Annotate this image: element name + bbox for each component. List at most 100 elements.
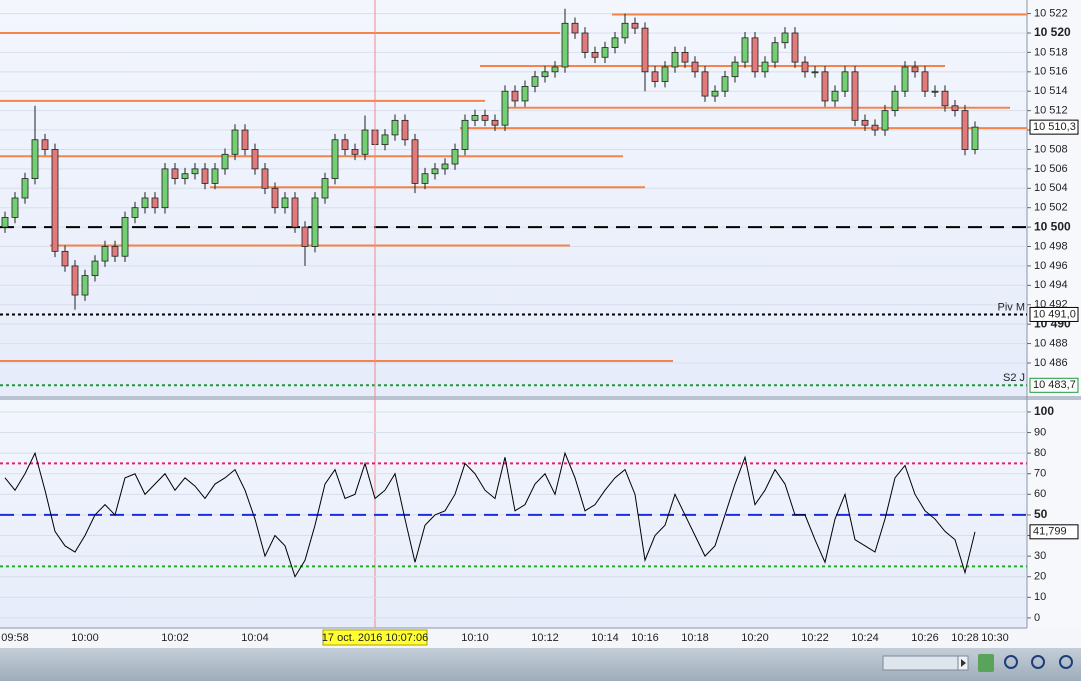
x-tick-label: 09:58 <box>1 632 29 644</box>
x-tick-label: 10:14 <box>591 632 619 644</box>
candle-body <box>911 66 919 73</box>
x-tick-label: 10:28 <box>951 632 979 644</box>
candle-body <box>621 22 629 39</box>
y-tick-label: 10 516 <box>1034 66 1068 78</box>
candle-body <box>811 71 819 74</box>
y-tick-label: 10 514 <box>1034 85 1068 97</box>
candle-body <box>821 71 829 102</box>
candle-body <box>871 124 879 131</box>
candle-body <box>701 71 709 97</box>
candle-body <box>581 32 589 53</box>
tool-icon[interactable] <box>978 654 994 672</box>
candle-body <box>761 61 769 73</box>
x-tick-label: 10:02 <box>161 632 189 644</box>
scrollbar[interactable] <box>882 655 959 671</box>
candle-body <box>151 197 159 209</box>
zoom-in[interactable] <box>1059 655 1073 669</box>
x-tick-label: 10:18 <box>681 632 709 644</box>
candle-body <box>481 115 489 121</box>
y-tick-label: 10 512 <box>1034 105 1068 117</box>
candle-body <box>851 71 859 121</box>
y-tick-label: 70 <box>1034 468 1046 480</box>
candle-body <box>881 110 889 131</box>
x-tick-label: 10:10 <box>461 632 489 644</box>
candle-body <box>361 129 369 155</box>
candle-body <box>771 42 779 63</box>
candle-body <box>901 66 909 92</box>
candle-body <box>861 119 869 126</box>
candle-body <box>571 22 579 34</box>
price-tag-label: 41,799 <box>1033 526 1067 538</box>
candle-body <box>691 61 699 73</box>
candle-body <box>161 168 169 209</box>
candle-body <box>461 119 469 150</box>
candle-body <box>1 216 9 228</box>
candle-body <box>441 163 449 170</box>
candle-body <box>421 173 429 184</box>
candle-body <box>231 129 239 155</box>
candle-body <box>671 52 679 68</box>
candle-body <box>531 76 539 87</box>
candle-body <box>401 119 409 141</box>
candle-body <box>281 197 289 209</box>
candle-body <box>501 90 509 126</box>
candle-body <box>541 71 549 78</box>
price-tag-label: 10 510,3 <box>1033 121 1076 133</box>
candle-body <box>431 168 439 175</box>
pivot-label: S2 J <box>1003 372 1025 384</box>
oscillator-line <box>4 451 976 578</box>
candle-body <box>11 197 19 218</box>
candle-body <box>781 32 789 44</box>
candle-body <box>971 126 979 150</box>
candle-body <box>721 76 729 92</box>
candle-body <box>311 197 319 247</box>
y-tick-label: 10 502 <box>1034 202 1068 214</box>
candle-body <box>271 187 279 209</box>
time-axis <box>0 628 1081 648</box>
price-tag-label: 10 483,7 <box>1033 379 1076 391</box>
candle-body <box>651 71 659 82</box>
y-tick-label: 10 486 <box>1034 357 1068 369</box>
candle-body <box>891 90 899 112</box>
y-tick-label: 10 <box>1034 591 1046 603</box>
candle-body <box>121 216 129 257</box>
y-tick-label: 20 <box>1034 571 1046 583</box>
candle-body <box>561 22 569 68</box>
candle-body <box>181 173 189 179</box>
candle-body <box>601 47 609 58</box>
candle-body <box>791 32 799 63</box>
y-tick-label: 100 <box>1034 404 1054 418</box>
y-tick-label: 10 518 <box>1034 46 1068 58</box>
candle-body <box>731 61 739 78</box>
x-tick-label: 10:16 <box>631 632 659 644</box>
y-tick-label: 60 <box>1034 488 1046 500</box>
zoom-out[interactable] <box>1031 655 1045 669</box>
price-tag <box>1029 119 1079 135</box>
candle-body <box>551 66 559 73</box>
y-tick-label: 10 498 <box>1034 240 1068 252</box>
candle-body <box>591 52 599 58</box>
candle-body <box>171 168 179 179</box>
candle-body <box>931 90 939 93</box>
candle-body <box>251 149 259 170</box>
candle-body <box>961 110 969 150</box>
y-tick-label: 10 520 <box>1034 25 1071 39</box>
candle-body <box>61 250 69 267</box>
zoom-fit[interactable] <box>1004 655 1018 669</box>
candle-body <box>521 85 529 102</box>
candle-body <box>411 139 419 184</box>
candle-body <box>221 153 229 170</box>
x-tick-label: 10:26 <box>911 632 939 644</box>
candle-body <box>471 115 479 121</box>
candle-body <box>711 90 719 97</box>
x-tick-label: 10:30 <box>981 632 1009 644</box>
candle-body <box>241 129 249 150</box>
price-tag-label: 10 491,0 <box>1033 308 1076 320</box>
x-tick-label: 10:12 <box>531 632 559 644</box>
x-tick-label: 17 oct. 2016 10:07:06 <box>322 632 428 644</box>
y-tick-label: 30 <box>1034 550 1046 562</box>
candle-body <box>81 275 89 296</box>
candle-body <box>71 265 79 296</box>
candle-body <box>801 61 809 73</box>
candle-body <box>211 168 219 184</box>
